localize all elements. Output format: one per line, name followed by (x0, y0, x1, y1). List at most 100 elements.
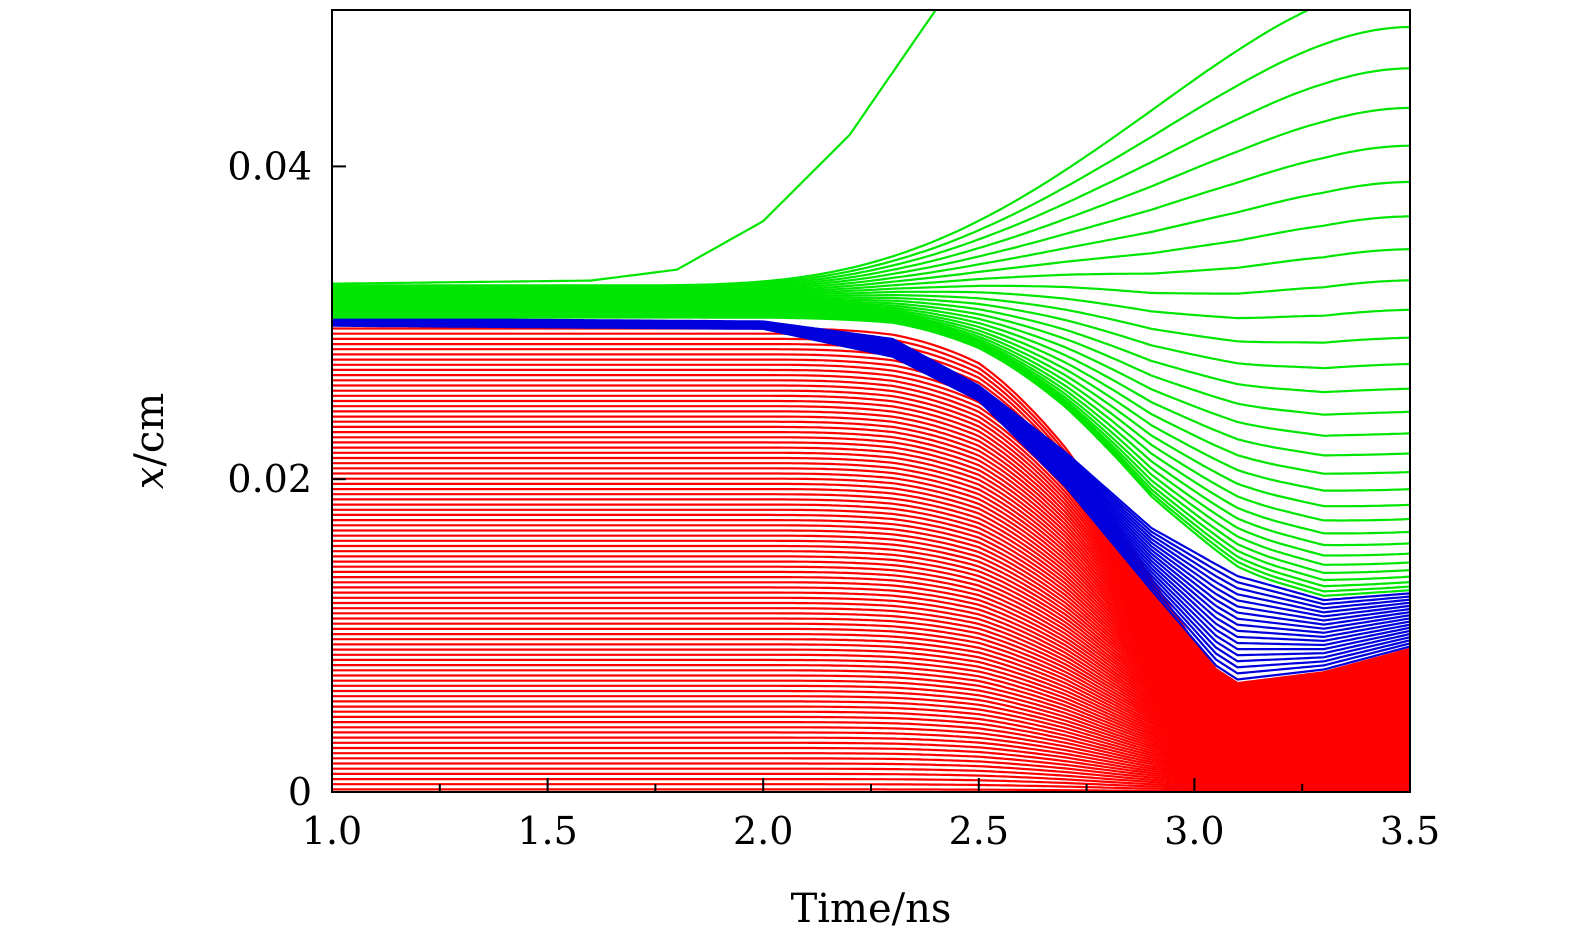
green-line (332, 279, 1410, 296)
green-line (332, 298, 1410, 394)
red-line (332, 669, 1410, 765)
red-line (332, 555, 1410, 738)
red-line (332, 607, 1410, 750)
red-line (332, 482, 1410, 721)
red-line (332, 627, 1410, 755)
red-line (332, 633, 1410, 757)
red-line (332, 503, 1410, 726)
red-line (332, 420, 1410, 707)
red-line (332, 363, 1410, 693)
red-line (332, 736, 1410, 781)
green-line (332, 106, 1410, 290)
red-line (332, 731, 1410, 780)
red-line (332, 488, 1410, 722)
y-axis-label-unit: /cm (127, 393, 173, 467)
green-line (332, 180, 1410, 293)
green-line (332, 25, 1410, 288)
red-line (332, 752, 1410, 785)
red-line (332, 778, 1410, 791)
red-line (332, 762, 1410, 787)
red-line (332, 653, 1410, 761)
blue-line (332, 317, 1410, 602)
red-line (332, 695, 1410, 771)
red-line (332, 715, 1410, 776)
red-line (332, 700, 1410, 772)
green-line (332, 10, 937, 285)
red-line (332, 648, 1410, 760)
red-line (332, 519, 1410, 730)
x-tick-label: 3.0 (1164, 809, 1224, 853)
ticks-layer: 1.0 1.5 2.0 2.5 3.0 3.5 0 0.02 0.04 (227, 144, 1440, 853)
green-line (332, 10, 1311, 287)
red-line (332, 591, 1410, 747)
red-line (332, 472, 1410, 719)
red-line (332, 570, 1410, 742)
red-line (332, 405, 1410, 703)
red-line (332, 741, 1410, 782)
y-tick-label: 0 (288, 770, 312, 814)
red-line (332, 431, 1410, 709)
y-axis-label: x/cm (127, 393, 173, 489)
x-tick-label: 1.5 (517, 809, 577, 853)
red-line (332, 643, 1410, 759)
red-line (332, 710, 1410, 775)
red-line (332, 658, 1410, 763)
red-line (332, 560, 1410, 740)
red-line (332, 576, 1410, 743)
red-line (332, 664, 1410, 764)
red-line (332, 498, 1410, 725)
x-tick-label: 2.5 (949, 809, 1009, 853)
red-line (332, 410, 1410, 704)
red-line (332, 746, 1410, 783)
red-line (332, 617, 1410, 753)
red-line (332, 493, 1410, 724)
green-line (332, 307, 1410, 535)
red-line (332, 508, 1410, 727)
y-tick-label: 0.02 (227, 457, 312, 501)
green-line (332, 300, 1410, 437)
red-line (332, 586, 1410, 746)
red-line (332, 415, 1410, 705)
red-line (332, 441, 1410, 712)
red-line (332, 612, 1410, 752)
x-axis-label: Time/ns (791, 886, 952, 932)
y-axis-label-var: x (127, 467, 173, 490)
red-line (332, 451, 1410, 714)
red-line (332, 477, 1410, 720)
red-line (332, 353, 1410, 691)
red-line (332, 394, 1410, 701)
red-line (332, 581, 1410, 744)
red-line (332, 638, 1410, 758)
series-layer (332, 10, 1410, 792)
green-line (332, 302, 1410, 475)
red-line (332, 679, 1410, 767)
red-line (332, 524, 1410, 731)
green-line (332, 305, 1410, 508)
red-line (332, 601, 1410, 749)
red-line (332, 674, 1410, 766)
red-line (332, 529, 1410, 732)
red-line (332, 384, 1410, 698)
svg-text:x/cm: x/cm (127, 393, 173, 489)
red-line (332, 721, 1410, 777)
red-line (332, 596, 1410, 748)
red-line (332, 689, 1410, 770)
red-line (332, 705, 1410, 774)
red-line (332, 767, 1410, 788)
red-line (332, 544, 1410, 736)
red-line (332, 565, 1410, 741)
red-line (332, 772, 1410, 789)
red-line (332, 622, 1410, 754)
red-line (332, 684, 1410, 769)
red-line (332, 467, 1410, 718)
red-line (332, 513, 1410, 729)
red-line (332, 757, 1410, 786)
y-tick-label: 0.04 (227, 144, 312, 188)
green-line (332, 293, 1410, 344)
red-line (332, 327, 1410, 685)
red-line (332, 462, 1410, 716)
x-tick-label: 1.0 (302, 809, 362, 853)
x-tick-label: 3.5 (1380, 809, 1440, 853)
red-line (332, 550, 1410, 737)
